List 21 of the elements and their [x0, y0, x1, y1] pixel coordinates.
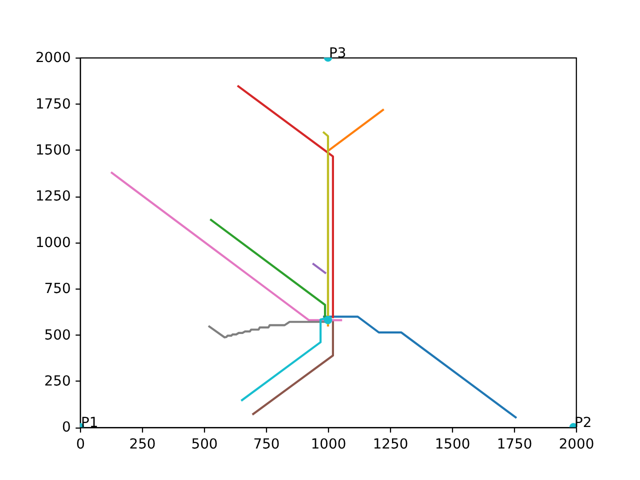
x-tick-label: 1000 — [310, 436, 346, 452]
x-tick-label: 750 — [253, 436, 280, 452]
y-tick-label: 1750 — [35, 96, 71, 112]
y-tick-label: 750 — [44, 281, 71, 298]
annotation: P3 — [329, 46, 346, 62]
x-tick-label: 0 — [76, 436, 85, 452]
point — [324, 316, 332, 324]
x-tick-label: 500 — [191, 436, 218, 452]
x-tick-label: 1250 — [372, 436, 408, 452]
y-tick-label: 250 — [44, 374, 71, 390]
y-tick-label: 500 — [44, 327, 71, 344]
x-tick-label: 1500 — [434, 436, 470, 452]
y-tick-label: 0 — [62, 420, 71, 436]
x-tick-label: 2000 — [558, 436, 594, 452]
y-tick-label: 1250 — [35, 188, 71, 205]
x-tick-label: 1750 — [496, 436, 532, 452]
x-tick-label: 250 — [129, 436, 156, 452]
y-tick-label: 1000 — [35, 234, 71, 251]
y-tick-label: 1500 — [35, 142, 71, 158]
annotation: P1 — [81, 415, 98, 432]
y-tick-label: 2000 — [35, 50, 71, 66]
